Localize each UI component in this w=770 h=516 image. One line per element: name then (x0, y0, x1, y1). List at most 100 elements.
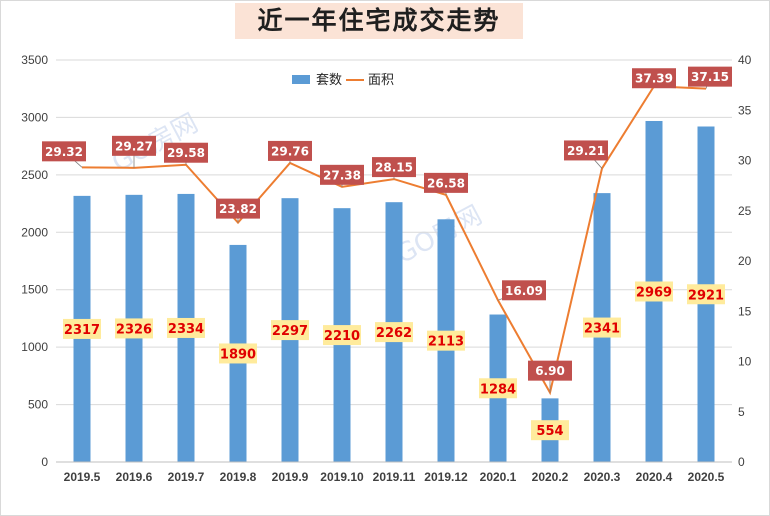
bar-value-label: 2297 (271, 320, 309, 341)
line-value-label-bg (632, 68, 676, 89)
line-value-label: 37.39 (632, 68, 676, 89)
bar-value-label: 1284 (479, 378, 517, 399)
title-background (235, 3, 523, 39)
bar-value-label-text: 554 (536, 424, 563, 439)
bar-value-label-bg (115, 318, 153, 339)
bar-value-label-text: 2262 (376, 326, 412, 341)
chart-title: 近一年住宅成交走势 (257, 6, 501, 35)
line-value-label-bg (320, 164, 364, 185)
line-value-label-text: 29.27 (115, 139, 153, 153)
y-right-tick-label: 10 (738, 355, 752, 369)
bar-value-label-bg (531, 420, 569, 441)
bar-value-label: 2113 (427, 330, 465, 351)
line-value-label: 29.21 (564, 140, 608, 169)
bar-value-label-text: 2297 (272, 324, 308, 339)
bar-value-label-bg (63, 318, 101, 339)
data-labels: 2317 2326 2334 1890 2297 2210 2262 2113 1284 554 2… (42, 66, 732, 441)
x-tick-label: 2020.4 (636, 470, 673, 484)
bar-value-label-text: 2210 (324, 329, 360, 344)
bar-value-label: 2210 (323, 325, 361, 346)
line-value-label-text: 29.21 (567, 144, 605, 158)
bar-value-label: 2334 (167, 317, 205, 338)
x-tick-label: 2019.6 (116, 470, 153, 484)
y-right-tick-label: 5 (738, 405, 745, 419)
line-value-label: 6.90 (528, 360, 572, 393)
x-tick-label: 2019.12 (424, 470, 468, 484)
line-value-label: 29.76 (268, 140, 312, 163)
line-value-label-bg (216, 198, 260, 219)
y-right-tick-label: 25 (738, 204, 752, 218)
x-tick-label: 2019.10 (320, 470, 364, 484)
y-right-tick-label: 0 (738, 455, 745, 469)
line-value-label-bg (42, 141, 86, 162)
line-value-label: 28.15 (372, 157, 416, 180)
x-tick-label: 2020.2 (532, 470, 569, 484)
x-tick-label: 2020.1 (480, 470, 517, 484)
bar-value-label-bg (271, 320, 309, 341)
bar-value-label: 2969 (635, 281, 673, 302)
legend-line-label: 面积 (368, 73, 394, 88)
bar-value-label-bg (427, 330, 465, 351)
x-tick-label: 2019.11 (373, 470, 416, 484)
line-value-label-text: 29.76 (271, 144, 309, 158)
bar-value-label-bg (167, 317, 205, 338)
legend-bar-label: 套数 (316, 72, 342, 88)
y-right-tick-label: 30 (738, 154, 752, 168)
bar-value-label-bg (583, 317, 621, 338)
y-right-tick-label: 20 (738, 254, 752, 268)
x-tick-label: 2019.7 (168, 470, 205, 484)
bar-value-label-bg (635, 281, 673, 302)
x-tick-label: 2019.8 (220, 470, 257, 484)
bar-value-label-text: 2921 (688, 288, 724, 303)
line-value-label-text: 23.82 (219, 202, 257, 216)
line-value-label: 26.58 (424, 172, 468, 195)
line-value-label-bg (112, 135, 156, 156)
y-left-tick-label: 0 (41, 455, 48, 469)
bar-value-label-text: 1890 (220, 347, 256, 362)
y-left-tick-label: 2500 (21, 168, 48, 182)
bar-value-label-bg (323, 325, 361, 346)
bar-value-label-text: 2969 (636, 285, 672, 300)
y-right-tick-label: 35 (738, 103, 752, 117)
bar-value-label-bg (479, 378, 517, 399)
line-value-label-bg (164, 142, 208, 163)
line-value-label: 29.27 (112, 135, 156, 168)
line-value-label-text: 29.58 (167, 146, 205, 160)
bar-value-label: 2262 (375, 322, 413, 343)
line-value-label-text: 16.09 (505, 284, 543, 298)
line-value-label-text: 37.39 (635, 72, 673, 86)
bar-value-label: 554 (531, 420, 569, 441)
bar-value-label-text: 2326 (116, 322, 152, 337)
y-left-tick-label: 1500 (21, 283, 48, 297)
x-tick-label: 2020.5 (688, 470, 725, 484)
y-right-tick-label: 40 (738, 53, 752, 67)
legend-bar-swatch (292, 75, 310, 84)
line-value-label-bg (268, 140, 312, 161)
line-value-label-text: 29.32 (45, 145, 83, 159)
bar-value-label-bg (687, 284, 725, 305)
bar-value-label-text: 2341 (584, 322, 620, 337)
line-value-label-text: 6.90 (535, 364, 565, 378)
y-right-tick-label: 15 (738, 304, 752, 318)
bar-value-label-text: 2334 (168, 322, 204, 337)
x-tick-label: 2020.3 (584, 470, 621, 484)
line-value-label-bg (372, 157, 416, 178)
x-tick-label: 2019.9 (272, 470, 309, 484)
y-left-tick-label: 3500 (21, 53, 48, 67)
bar-value-label-text: 2317 (64, 323, 100, 338)
line-value-label-bg (528, 360, 572, 381)
bar-value-label: 2317 (63, 318, 101, 339)
y-left-tick-label: 500 (28, 398, 48, 412)
bar-value-label-bg (375, 322, 413, 343)
line-value-label: 27.38 (320, 164, 364, 187)
line-value-label: 23.82 (216, 198, 260, 223)
x-tick-label: 2019.5 (64, 470, 101, 484)
line-value-label: 29.32 (42, 141, 86, 168)
line-value-label-bg (424, 172, 468, 193)
bar-value-label-text: 1284 (480, 382, 516, 397)
bar-value-label: 2326 (115, 318, 153, 339)
bar-value-label: 2341 (583, 317, 621, 338)
line-value-label-bg (502, 280, 546, 301)
line-value-label-bg (564, 140, 608, 161)
